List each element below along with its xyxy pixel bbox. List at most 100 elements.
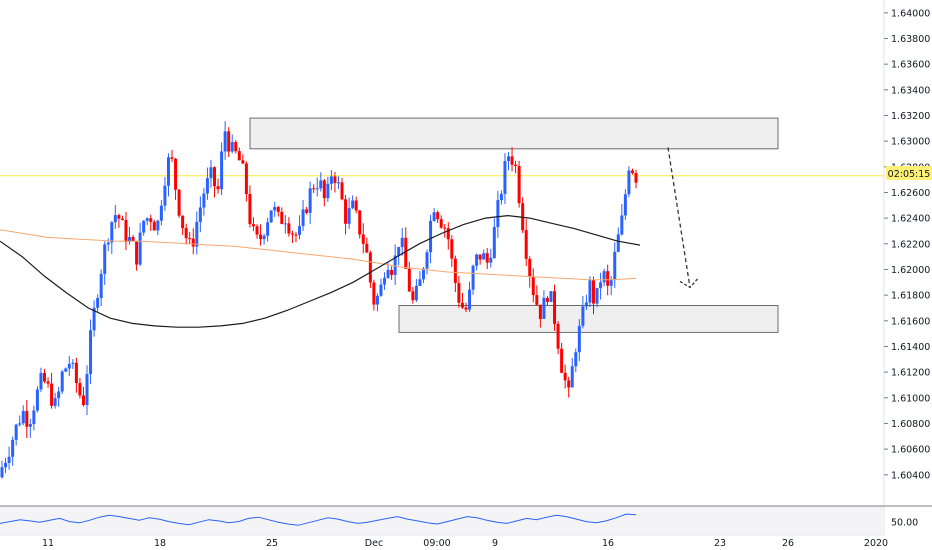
candle-body (514, 164, 518, 166)
candle-body (489, 257, 493, 263)
price-axis[interactable]: 1.64000 1.63800 1.63600 1.63400 1.63200 1.630… (884, 8, 930, 481)
projection-arrow[interactable] (667, 147, 691, 288)
candle-body (276, 207, 280, 212)
candle-body (517, 165, 521, 204)
candle-body (375, 295, 379, 305)
candle-body (397, 246, 401, 256)
candle-body (25, 410, 29, 427)
candle-body (74, 362, 78, 384)
candle-body (213, 167, 217, 187)
rsi-pane[interactable]: 50.00 (0, 505, 932, 534)
candle-body (634, 172, 638, 183)
candle-body (241, 160, 245, 164)
resistance-zone[interactable] (249, 117, 779, 150)
candle-body (205, 178, 209, 194)
y-tick-label: 1.61600 (891, 316, 930, 327)
candle-body (85, 374, 89, 406)
candle-body (78, 383, 82, 396)
candle-body (354, 200, 358, 211)
candle-body (418, 279, 422, 286)
candle-body (393, 255, 397, 275)
candle-body (464, 307, 468, 310)
support-zone[interactable] (398, 304, 779, 333)
candle-body (177, 189, 181, 216)
x-tick-label: 26 (782, 538, 794, 549)
y-tick-label: 1.64000 (891, 8, 930, 19)
projection-arrowhead (679, 277, 699, 289)
x-tick-label: 2020 (864, 538, 888, 549)
candle-body (145, 218, 149, 221)
candle-body (191, 238, 195, 247)
candle-body (216, 186, 220, 190)
candle-body (386, 269, 390, 278)
x-tick-label: 09:00 (423, 538, 450, 549)
time-axis[interactable]: 11 18 25 Dec 09:00 9 16 23 26 2020 (42, 538, 888, 549)
candle-body (613, 251, 617, 280)
y-tick-label: 1.63400 (891, 85, 930, 96)
candle-body (602, 271, 606, 283)
ema-long-line (0, 214, 641, 328)
candle-body (528, 258, 532, 277)
candle-body (496, 200, 500, 228)
candle-body (287, 223, 291, 234)
y-tick-label: 1.61800 (891, 291, 930, 302)
candle-body (499, 193, 503, 201)
candle-body (319, 180, 323, 189)
candle-body (588, 280, 592, 303)
candle-body (117, 215, 121, 219)
candle-body (184, 228, 188, 239)
candle-body (524, 230, 528, 259)
candle-body (57, 391, 61, 399)
candle-body (475, 254, 479, 266)
candle-body (46, 381, 50, 384)
candle-body (305, 209, 309, 213)
y-tick-label: 1.62400 (891, 214, 930, 225)
candle-body (266, 222, 270, 236)
y-tick-label: 1.63000 (891, 137, 930, 148)
candle-body (570, 366, 574, 388)
candle-body (237, 151, 241, 161)
candle-body (365, 243, 369, 253)
y-tick-label: 1.62600 (891, 188, 930, 199)
candle-body (623, 194, 627, 216)
candle-body (131, 236, 135, 242)
candle-body (439, 219, 443, 228)
candle-body (584, 302, 588, 307)
candle-body (106, 242, 110, 245)
candle-body (60, 371, 64, 392)
x-tick-label: 25 (266, 538, 278, 549)
candle-body (567, 380, 571, 388)
candle-body (545, 297, 549, 302)
candle-body (135, 241, 139, 265)
candle-body (32, 410, 36, 425)
candle-body (609, 279, 613, 286)
candle-body (202, 193, 206, 208)
candle-body (421, 268, 425, 280)
y-tick-label: 1.60800 (891, 419, 930, 430)
candle-body (521, 203, 525, 231)
candle-body (453, 258, 457, 284)
candle-body (581, 306, 585, 326)
candle-body (152, 221, 156, 231)
candle-body (174, 158, 178, 190)
rsi-level-label: 50.00 (891, 518, 918, 529)
candle-body (358, 210, 362, 235)
candle-body (315, 188, 319, 190)
candle-body (595, 288, 599, 304)
candle-body (510, 156, 514, 165)
candle-body (81, 395, 85, 406)
candle-body (163, 185, 167, 206)
candle-body (606, 271, 610, 286)
candle-body (390, 269, 394, 275)
candle-body (244, 163, 248, 194)
candle-body (28, 424, 32, 427)
candle-body (251, 224, 255, 227)
candle-body (446, 228, 450, 240)
candle-body (209, 167, 213, 179)
candle-body (273, 207, 277, 211)
candle-body (333, 176, 337, 183)
candle-body (50, 383, 54, 406)
candle-body (326, 183, 330, 199)
candle-body (482, 253, 486, 260)
